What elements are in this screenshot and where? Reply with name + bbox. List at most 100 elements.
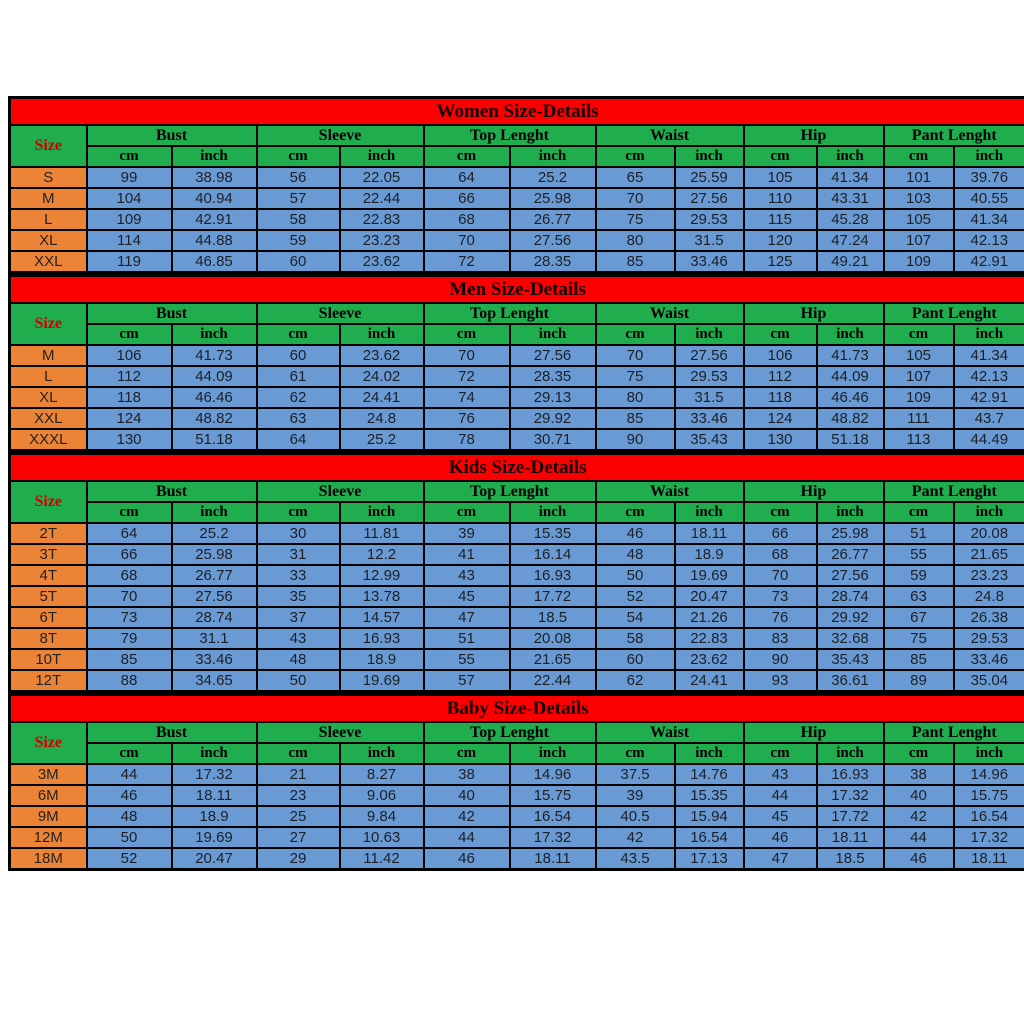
- value-cell: 24.02: [338, 365, 425, 388]
- unit-header: inch: [170, 501, 258, 524]
- value-cell: 41.34: [952, 208, 1024, 231]
- size-label-cell: 12M: [8, 826, 88, 849]
- value-cell: 35.43: [815, 648, 885, 671]
- value-cell: 47.24: [815, 229, 885, 252]
- value-cell: 44.09: [815, 365, 885, 388]
- value-cell: 18.11: [815, 826, 885, 849]
- value-cell: 21: [255, 763, 341, 786]
- value-cell: 23.62: [338, 344, 425, 367]
- value-cell: 14.57: [338, 606, 425, 629]
- value-cell: 41.73: [815, 344, 885, 367]
- unit-header: inch: [508, 742, 597, 765]
- value-cell: 67: [882, 606, 955, 629]
- unit-header: cm: [594, 145, 676, 168]
- value-cell: 29.92: [508, 407, 597, 430]
- unit-header: inch: [952, 501, 1024, 524]
- value-cell: 40.55: [952, 187, 1024, 210]
- section-title: Women Size-Details: [8, 96, 1024, 126]
- table-row: S 99 38.98 56 22.05 64 25.2 65 25.59 105 41.34 101 3…: [8, 166, 1024, 189]
- value-cell: 73: [742, 585, 818, 608]
- unit-header: cm: [742, 323, 818, 346]
- value-cell: 118: [85, 386, 173, 409]
- value-cell: 14.96: [508, 763, 597, 786]
- value-cell: 38: [422, 763, 511, 786]
- value-cell: 29.53: [673, 208, 745, 231]
- table-row: L 109 42.91 58 22.83 68 26.77 75 29.53 115 45.28 10…: [8, 208, 1024, 231]
- unit-header: inch: [338, 742, 425, 765]
- value-cell: 20.08: [508, 627, 597, 650]
- unit-header: inch: [170, 742, 258, 765]
- value-cell: 60: [255, 344, 341, 367]
- value-cell: 41.34: [815, 166, 885, 189]
- value-cell: 119: [85, 250, 173, 274]
- value-cell: 36.61: [815, 669, 885, 693]
- table-row: M 104 40.94 57 22.44 66 25.98 70 27.56 110 43.31 10…: [8, 187, 1024, 210]
- size-label-cell: 6M: [8, 784, 88, 807]
- unit-header: cm: [85, 323, 173, 346]
- table-row: XXL 124 48.82 63 24.8 76 29.92 85 33.46 124 48.82 1…: [8, 407, 1024, 430]
- value-cell: 18.11: [170, 784, 258, 807]
- value-cell: 29: [255, 847, 341, 871]
- column-group-header: Bust: [85, 480, 258, 503]
- value-cell: 55: [882, 543, 955, 566]
- value-cell: 17.32: [952, 826, 1024, 849]
- size-label-cell: L: [8, 208, 88, 231]
- value-cell: 43.7: [952, 407, 1024, 430]
- value-cell: 90: [594, 428, 676, 452]
- value-cell: 64: [255, 428, 341, 452]
- size-corner-header: Size: [8, 302, 88, 346]
- value-cell: 25.2: [338, 428, 425, 452]
- value-cell: 21.65: [508, 648, 597, 671]
- value-cell: 50: [594, 564, 676, 587]
- unit-header: inch: [952, 742, 1024, 765]
- unit-header: cm: [882, 145, 955, 168]
- column-group-header: Bust: [85, 124, 258, 147]
- value-cell: 29.53: [673, 365, 745, 388]
- value-cell: 16.14: [508, 543, 597, 566]
- unit-header: inch: [338, 501, 425, 524]
- unit-header: cm: [255, 501, 341, 524]
- value-cell: 64: [422, 166, 511, 189]
- value-cell: 33.46: [673, 407, 745, 430]
- size-label-cell: 12T: [8, 669, 88, 693]
- table-row: 18M 52 20.47 29 11.42 46 18.11 43.5 17.13 47 18.5 4…: [8, 847, 1024, 871]
- value-cell: 26.38: [952, 606, 1024, 629]
- value-cell: 42.13: [952, 365, 1024, 388]
- group-header-row: Size Bust Sleeve Top Lenght Waist Hip Pant Len…: [8, 124, 1024, 168]
- value-cell: 9.06: [338, 784, 425, 807]
- size-label-cell: 4T: [8, 564, 88, 587]
- size-label-cell: 3T: [8, 543, 88, 566]
- size-label-cell: 3M: [8, 763, 88, 786]
- value-cell: 23.62: [338, 250, 425, 274]
- size-label-cell: XXXL: [8, 428, 88, 452]
- table-row: 12M 50 19.69 27 10.63 44 17.32 42 16.54 46 18.11 44…: [8, 826, 1024, 849]
- value-cell: 24.8: [338, 407, 425, 430]
- value-cell: 85: [882, 648, 955, 671]
- value-cell: 22.44: [338, 187, 425, 210]
- column-group-header: Pant Lenght: [882, 124, 1024, 147]
- value-cell: 40: [882, 784, 955, 807]
- value-cell: 50: [255, 669, 341, 693]
- size-label-cell: 10T: [8, 648, 88, 671]
- value-cell: 23.62: [673, 648, 745, 671]
- value-cell: 22.05: [338, 166, 425, 189]
- column-group-header: Hip: [742, 124, 885, 147]
- unit-header: cm: [594, 501, 676, 524]
- column-group-header: Waist: [594, 302, 745, 325]
- value-cell: 105: [742, 166, 818, 189]
- value-cell: 9.84: [338, 805, 425, 828]
- value-cell: 78: [422, 428, 511, 452]
- value-cell: 44: [882, 826, 955, 849]
- value-cell: 18.9: [338, 648, 425, 671]
- value-cell: 80: [594, 386, 676, 409]
- value-cell: 37.5: [594, 763, 676, 786]
- value-cell: 29.53: [952, 627, 1024, 650]
- unit-header: cm: [85, 501, 173, 524]
- value-cell: 63: [255, 407, 341, 430]
- value-cell: 19.69: [170, 826, 258, 849]
- table-row: XXL 119 46.85 60 23.62 72 28.35 85 33.46 125 49.21…: [8, 250, 1024, 274]
- value-cell: 45: [742, 805, 818, 828]
- column-group-header: Waist: [594, 480, 745, 503]
- unit-header: inch: [815, 501, 885, 524]
- unit-header: inch: [952, 323, 1024, 346]
